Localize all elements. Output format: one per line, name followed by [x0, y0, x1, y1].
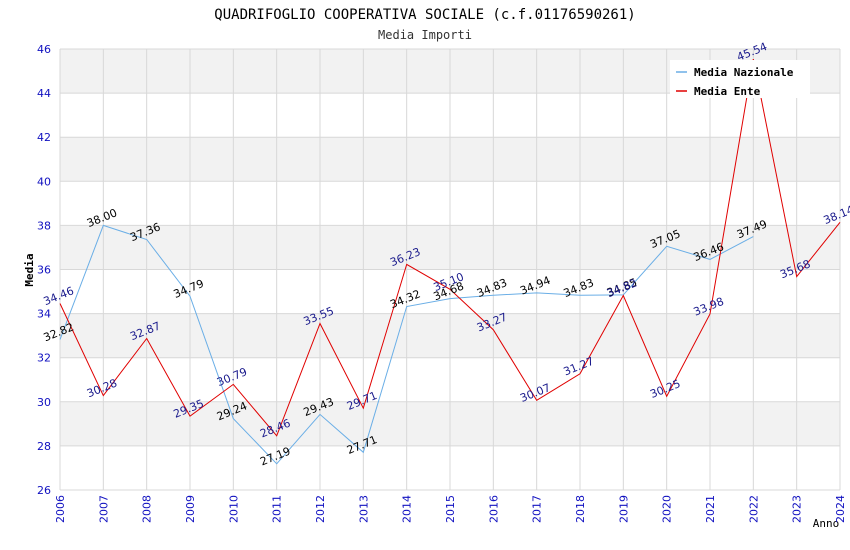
series-line: [59, 59, 841, 437]
x-tick-label: 2021: [704, 495, 717, 523]
x-tick-label: 2018: [574, 495, 587, 523]
x-tick-label: 2011: [271, 495, 284, 523]
legend: Media Nazionale Media Ente: [670, 60, 810, 98]
legend-label: Media Nazionale: [694, 66, 794, 79]
y-tick-label: 28: [37, 440, 51, 453]
x-tick-label: 2024: [834, 495, 847, 523]
y-tick-label: 32: [37, 352, 51, 365]
y-tick-label: 34: [37, 308, 51, 321]
x-tick-label: 2022: [747, 495, 760, 523]
legend-box: [670, 60, 810, 98]
x-tick-label: 2023: [791, 495, 804, 523]
chart-subtitle: Media Importi: [378, 28, 472, 42]
y-tick-label: 36: [37, 264, 51, 277]
x-tick-label: 2019: [617, 495, 630, 523]
x-tick-labels: 2006 2007 2008 2009 2010 2011 2012 2013 2014 2015…: [54, 495, 847, 523]
legend-label: Media Ente: [694, 85, 761, 98]
y-tick-label: 44: [37, 87, 51, 100]
y-tick-label: 38: [37, 219, 51, 232]
series-line: [59, 224, 754, 465]
y-tick-label: 40: [37, 175, 51, 188]
x-axis-label: Anno: [813, 517, 840, 530]
x-tick-label: 2020: [661, 495, 674, 523]
chart-title: QUADRIFOGLIO COOPERATIVA SOCIALE (c.f.01…: [214, 7, 635, 23]
x-tick-label: 2010: [227, 495, 240, 523]
series-lines: [59, 59, 841, 465]
x-tick-label: 2007: [97, 495, 110, 523]
y-axis-label: Media: [23, 253, 36, 286]
x-tick-label: 2008: [141, 495, 154, 523]
x-tick-label: 2012: [314, 495, 327, 523]
x-tick-label: 2014: [401, 495, 414, 523]
x-tick-label: 2017: [531, 495, 544, 523]
y-tick-labels: 26 28 30 32 34 36 38 40 42 44 46: [37, 43, 51, 497]
x-tick-label: 2013: [357, 495, 370, 523]
y-tick-label: 46: [37, 43, 51, 56]
y-tick-label: 42: [37, 131, 51, 144]
x-tick-label: 2009: [184, 495, 197, 523]
x-tick-label: 2015: [444, 495, 457, 523]
x-tick-label: 2006: [54, 495, 67, 523]
x-tick-label: 2016: [487, 495, 500, 523]
y-tick-label: 26: [37, 484, 51, 497]
y-tick-label: 30: [37, 396, 51, 409]
